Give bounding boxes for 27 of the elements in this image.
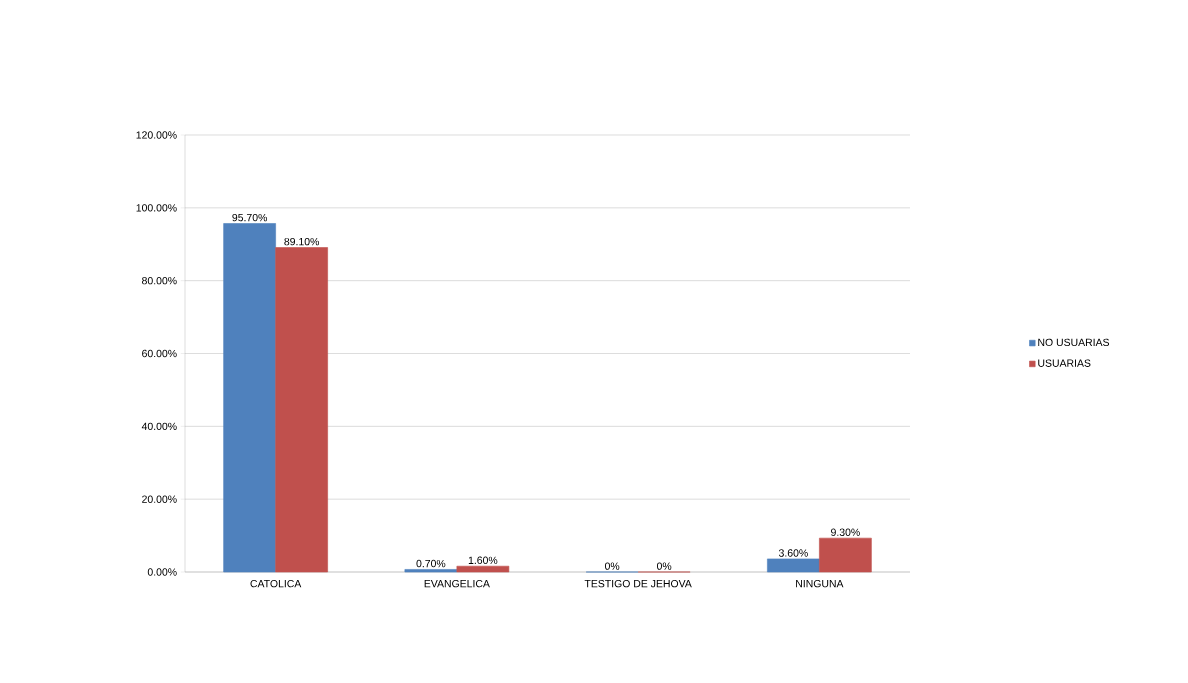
x-tick-label: TESTIGO DE JEHOVA — [584, 579, 692, 588]
bar — [223, 223, 276, 573]
bar — [275, 247, 328, 573]
data-label: 0.70% — [416, 559, 446, 568]
bar — [767, 558, 820, 573]
y-tick-label: 100.00% — [136, 204, 177, 212]
y-tick-label: 120.00% — [136, 131, 177, 139]
x-tick-label: NINGUNA — [796, 579, 844, 588]
legend-label: NO USUARIAS — [1038, 338, 1110, 347]
y-tick-label: 80.00% — [142, 276, 177, 285]
x-tick-label: EVANGELICA — [424, 579, 490, 588]
bar — [456, 565, 510, 573]
data-label: 9.30% — [831, 528, 860, 536]
bar — [404, 569, 458, 573]
data-label: 95.70% — [232, 213, 267, 222]
y-tick-label: 60.00% — [142, 349, 177, 358]
y-tick-label: 20.00% — [142, 495, 177, 503]
legend-label: USUARIAS — [1038, 359, 1091, 367]
bar — [819, 537, 872, 573]
y-tick-label: 40.00% — [141, 422, 177, 431]
data-label: 0% — [604, 562, 620, 570]
y-tick-label: 0.00% — [147, 568, 177, 576]
data-label: 3.60% — [778, 549, 808, 557]
data-label: 1.60% — [468, 556, 498, 564]
data-label: 0% — [656, 562, 672, 570]
x-tick-label: CATOLICA — [250, 579, 302, 588]
data-label: 89.10% — [284, 237, 319, 246]
